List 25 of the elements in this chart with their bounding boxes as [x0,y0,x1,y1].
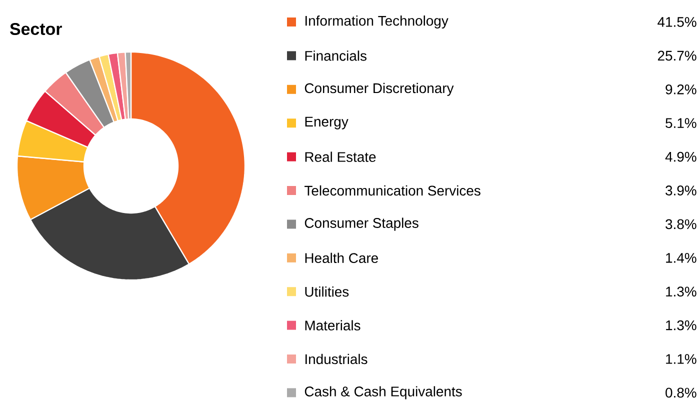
data-label: 41.5% [658,17,696,27]
legend-label: Energy [305,116,348,130]
legend-label: Utilities [305,286,349,297]
data-label: 3.9% [666,186,696,196]
legend-label: Industrials [305,354,368,364]
legend-label: Health Care [305,252,378,264]
legend-label: Cash & Cash Equivalents [304,386,462,400]
data-label: 9.2% [666,84,696,94]
chart-title: Sector [10,23,62,35]
data-label: 1.4% [666,253,696,263]
legend-label: Telecommunication Services [304,185,480,196]
legend-label: Materials [305,320,360,330]
data-label: 4.9% [665,152,696,162]
data-label: 1.3% [666,286,696,297]
legend-label: Consumer Staples [304,218,418,231]
legend-label: Financials [305,50,366,61]
data-label: 25.7% [658,50,696,61]
legend-label: Information Technology [305,15,448,28]
data-label: 5.1% [666,118,696,128]
data-label: 1.1% [666,354,696,364]
data-label: 0.8% [666,388,696,398]
legend-label: Real Estate [305,152,376,162]
data-label: 1.3% [666,320,696,330]
legend-label: Consumer Discretionary [304,82,454,96]
data-label: 3.8% [666,219,696,230]
